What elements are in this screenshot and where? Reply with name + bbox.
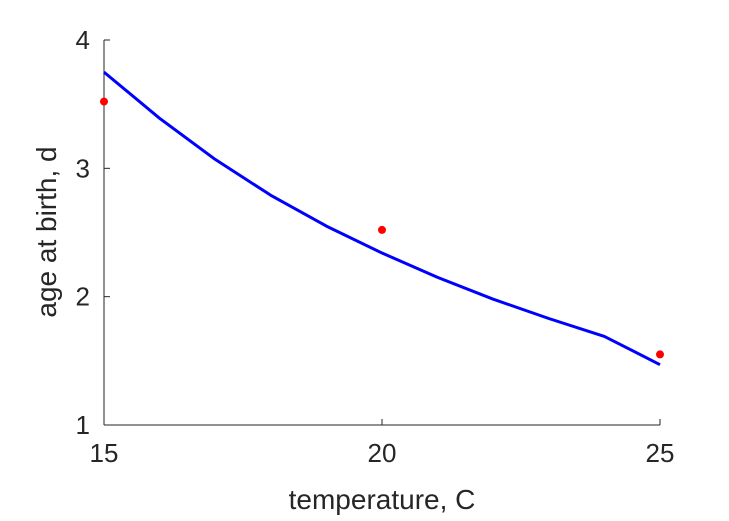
x-tick-label: 20 xyxy=(368,438,397,468)
y-tick-label: 4 xyxy=(76,25,90,55)
data-point xyxy=(100,97,108,106)
y-tick-label: 2 xyxy=(76,282,90,312)
plot-area xyxy=(100,70,664,367)
data-point xyxy=(656,350,664,359)
x-tick-label: 15 xyxy=(90,438,119,468)
data-point xyxy=(378,225,386,234)
x-tick-label: 25 xyxy=(646,438,675,468)
ticks: 15 20 25 1 2 3 4 xyxy=(76,25,675,468)
y-tick-label: 1 xyxy=(76,410,90,440)
y-axis-label: age at birth, d xyxy=(31,146,62,317)
y-tick-label: 3 xyxy=(76,153,90,183)
x-axis-label: temperature, C xyxy=(289,484,476,515)
fit-curve xyxy=(103,70,661,367)
